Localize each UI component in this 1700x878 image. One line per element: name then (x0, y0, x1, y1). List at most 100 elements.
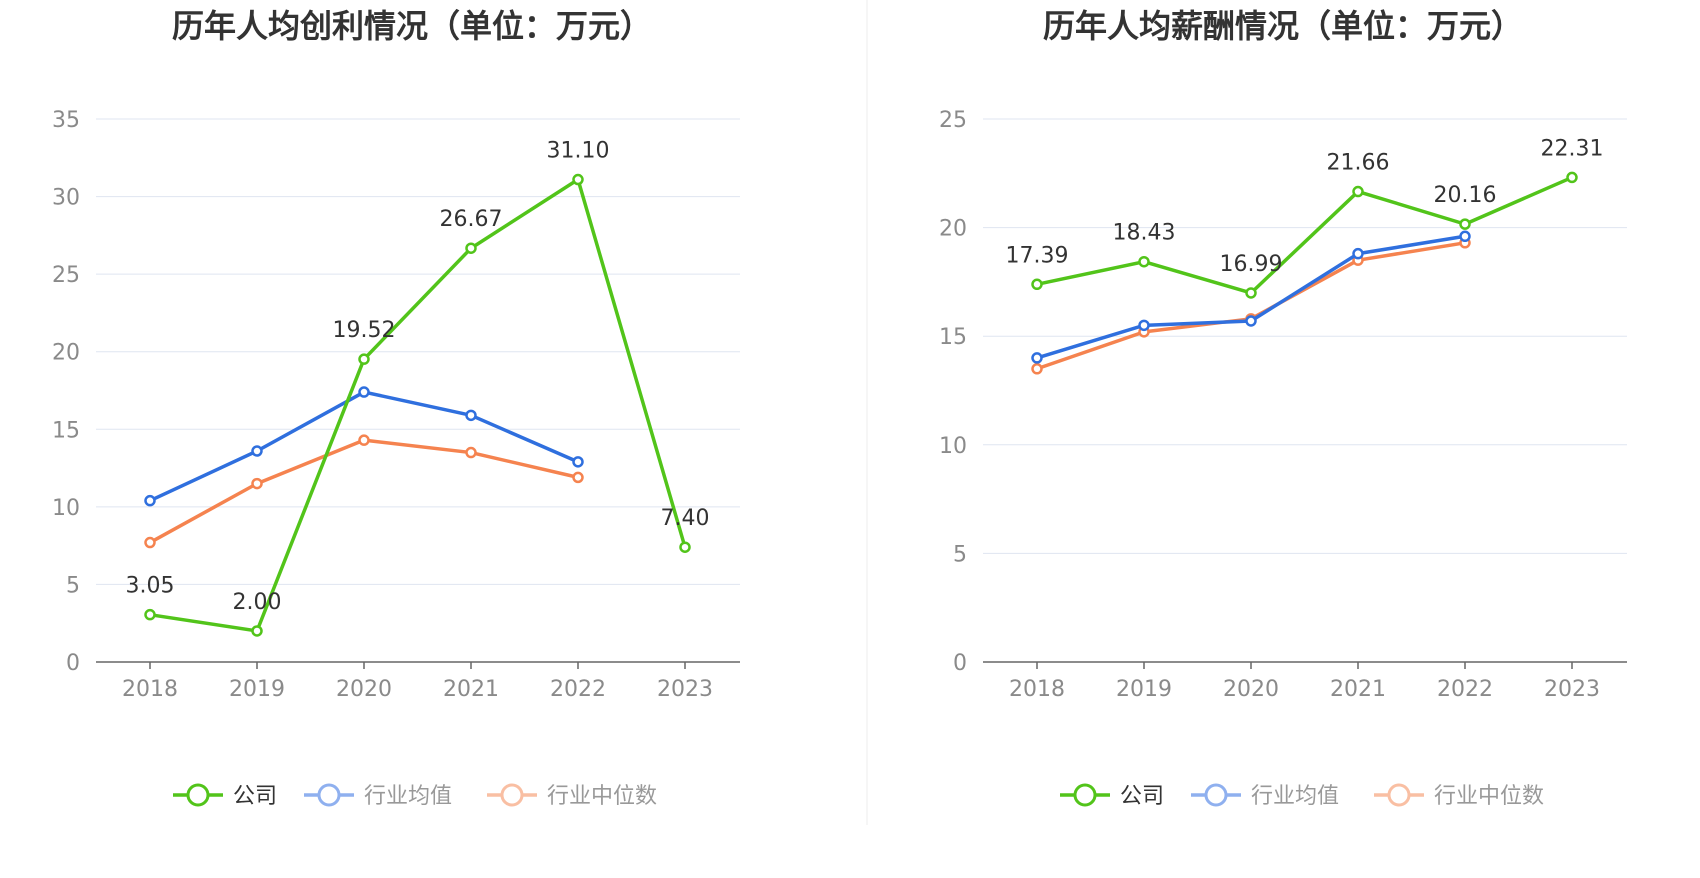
series-line (1036, 175, 1573, 295)
x-tick-label: 2019 (1116, 677, 1172, 702)
y-tick-label: 15 (939, 325, 967, 350)
legend-label: 行业均值 (364, 784, 452, 809)
y-tick-label: 0 (953, 651, 967, 676)
data-point[interactable] (1352, 185, 1364, 198)
data-label: 18.43 (1113, 221, 1176, 246)
series-line (149, 177, 687, 633)
legend-item[interactable]: 行业均值 (304, 783, 452, 809)
data-labels: 3.05 2.00 19.52 26.67 31.10 7.40 (126, 139, 710, 615)
data-point[interactable] (1031, 278, 1043, 291)
series-line (149, 390, 579, 503)
data-point[interactable] (465, 446, 477, 459)
series-1 (1031, 230, 1471, 364)
data-label: 2.00 (233, 590, 282, 615)
y-axis-ticks: 0 5 10 15 20 25 (939, 108, 967, 676)
data-label: 20.16 (1434, 183, 1497, 208)
y-axis-ticks: 0 5 10 15 20 25 30 35 (52, 108, 80, 676)
grid-lines (96, 118, 740, 585)
legend[interactable]: 公司 行业均值 行业中位数 (1060, 783, 1544, 809)
x-axis-ticks: 2018 2019 2020 2021 2022 2023 (983, 661, 1627, 702)
legend-label: 行业均值 (1251, 784, 1339, 809)
series-2 (144, 434, 584, 549)
legend-label: 公司 (233, 784, 277, 809)
data-point[interactable] (1031, 352, 1043, 364)
data-point[interactable] (1352, 247, 1364, 260)
data-label: 31.10 (547, 139, 610, 164)
y-tick-label: 20 (939, 217, 967, 242)
data-point[interactable] (1459, 218, 1471, 230)
x-tick-label: 2018 (1009, 677, 1065, 702)
x-tick-label: 2020 (336, 677, 392, 702)
data-point[interactable] (1566, 171, 1578, 184)
data-point[interactable] (251, 445, 263, 457)
legend-marker-icon (1073, 783, 1097, 807)
data-point[interactable] (144, 536, 156, 549)
data-point[interactable] (1138, 255, 1150, 268)
x-tick-label: 2022 (1437, 677, 1493, 702)
y-tick-label: 10 (52, 496, 80, 521)
legend[interactable]: 公司 行业均值 行业中位数 (173, 783, 657, 809)
legend-item[interactable]: 行业中位数 (1374, 783, 1544, 809)
data-point[interactable] (465, 409, 477, 422)
y-tick-label: 25 (939, 108, 967, 133)
data-point[interactable] (251, 625, 263, 637)
data-point[interactable] (1031, 363, 1043, 375)
legend-marker-icon (1204, 783, 1228, 807)
data-point[interactable] (679, 541, 691, 553)
x-tick-label: 2020 (1223, 677, 1279, 702)
x-tick-label: 2021 (443, 677, 499, 702)
x-tick-label: 2023 (1544, 677, 1600, 702)
data-label: 21.66 (1327, 151, 1390, 176)
data-point[interactable] (251, 477, 263, 490)
grid-lines (983, 118, 1627, 554)
y-tick-label: 5 (953, 542, 967, 567)
data-point[interactable] (144, 494, 156, 507)
chart-title: 历年人均创利情况（单位：万元） (172, 7, 652, 45)
legend-marker-icon (1387, 783, 1411, 807)
legend-marker-icon (317, 783, 341, 807)
y-tick-label: 15 (52, 418, 80, 443)
y-tick-label: 30 (52, 186, 80, 211)
data-label: 16.99 (1220, 252, 1283, 277)
data-point[interactable] (572, 456, 584, 468)
legend-item[interactable]: 公司 (1060, 783, 1164, 809)
legend-marker-icon (186, 783, 210, 807)
data-point[interactable] (1459, 230, 1471, 243)
data-point[interactable] (465, 242, 477, 254)
y-tick-label: 10 (939, 434, 967, 459)
data-point[interactable] (144, 608, 156, 621)
y-tick-label: 20 (52, 341, 80, 366)
x-axis-ticks: 2018 2019 2020 2021 2022 2023 (96, 661, 740, 702)
x-tick-label: 2023 (657, 677, 713, 702)
data-point[interactable] (1138, 319, 1150, 332)
y-tick-label: 5 (66, 573, 80, 598)
data-point[interactable] (572, 173, 584, 186)
data-labels: 17.39 18.43 16.99 21.66 20.16 22.31 (1006, 136, 1604, 277)
data-point[interactable] (1245, 287, 1257, 299)
series-1 (144, 386, 584, 507)
data-point[interactable] (358, 353, 370, 365)
data-point[interactable] (1245, 315, 1257, 327)
data-label: 26.67 (440, 207, 503, 232)
x-tick-label: 2022 (550, 677, 606, 702)
data-label: 7.40 (661, 506, 710, 531)
legend-item[interactable]: 公司 (173, 783, 277, 809)
x-tick-label: 2018 (122, 677, 178, 702)
data-label: 3.05 (126, 574, 175, 599)
legend-label: 行业中位数 (547, 784, 657, 809)
x-tick-label: 2019 (229, 677, 285, 702)
data-point[interactable] (358, 386, 370, 398)
legend-marker-icon (500, 783, 524, 807)
legend-item[interactable]: 行业中位数 (487, 783, 657, 809)
series-line (149, 438, 579, 545)
data-point[interactable] (358, 434, 370, 446)
legend-label: 公司 (1120, 784, 1164, 809)
data-point[interactable] (572, 471, 584, 484)
data-label: 17.39 (1006, 243, 1069, 268)
data-label: 22.31 (1541, 136, 1604, 161)
legend-item[interactable]: 行业均值 (1191, 783, 1339, 809)
